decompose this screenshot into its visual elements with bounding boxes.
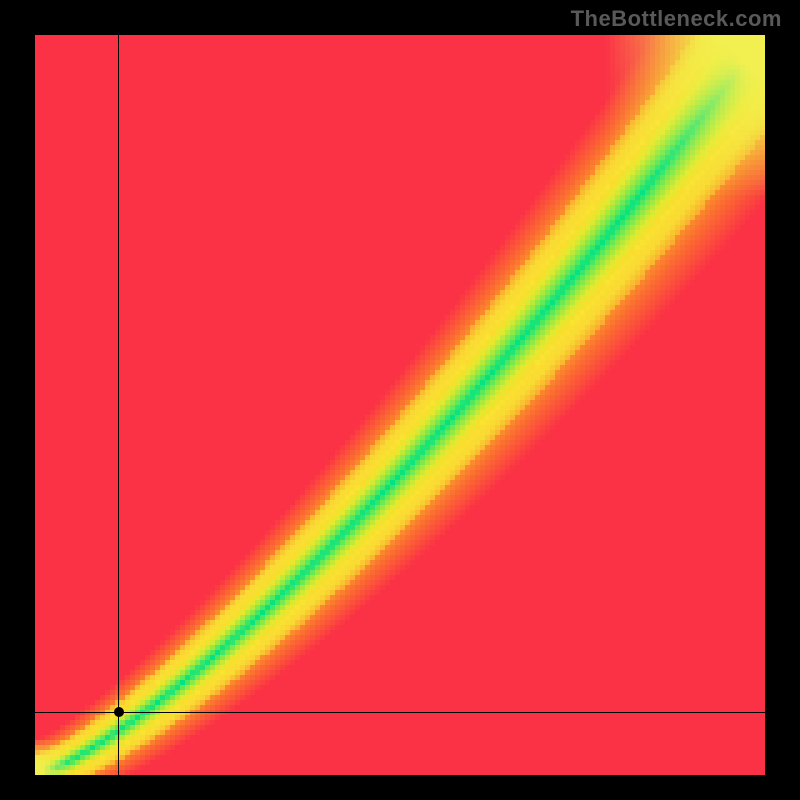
- page-root: TheBottleneck.com: [0, 0, 800, 800]
- heatmap-plot: [35, 35, 765, 775]
- watermark-text: TheBottleneck.com: [571, 6, 782, 32]
- heatmap-canvas: [35, 35, 765, 775]
